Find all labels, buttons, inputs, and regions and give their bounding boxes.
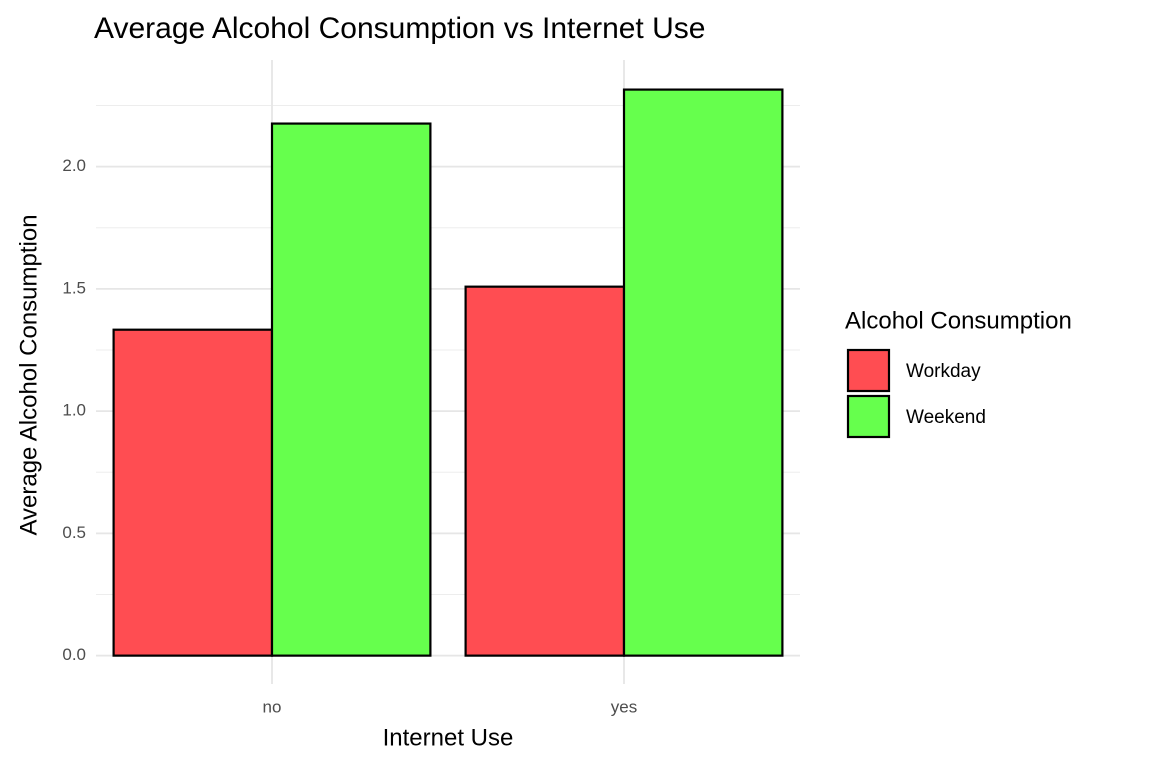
- bar: [270, 122, 432, 657]
- y-tick-label: 1.5: [62, 278, 86, 297]
- x-tick-label: yes: [611, 697, 637, 716]
- bar: [464, 285, 626, 657]
- legend-key: [846, 394, 891, 439]
- y-tick-label: 2.0: [62, 156, 86, 175]
- y-tick-label: 0.5: [62, 523, 86, 542]
- bar: [112, 328, 274, 657]
- x-tick-label: no: [263, 697, 282, 716]
- x-axis-label: Internet Use: [383, 724, 514, 751]
- y-tick-label: 0.0: [62, 645, 86, 664]
- legend-title: Alcohol Consumption: [845, 307, 1072, 334]
- legend-label: Weekend: [906, 407, 986, 428]
- legend-label: Workday: [906, 361, 981, 382]
- bar: [622, 88, 784, 657]
- legend-key: [846, 348, 891, 393]
- y-tick-label: 1.0: [62, 401, 86, 420]
- y-axis-label: Average Alcohol Consumption: [15, 214, 42, 535]
- chart-title: Average Alcohol Consumption vs Internet …: [94, 12, 705, 45]
